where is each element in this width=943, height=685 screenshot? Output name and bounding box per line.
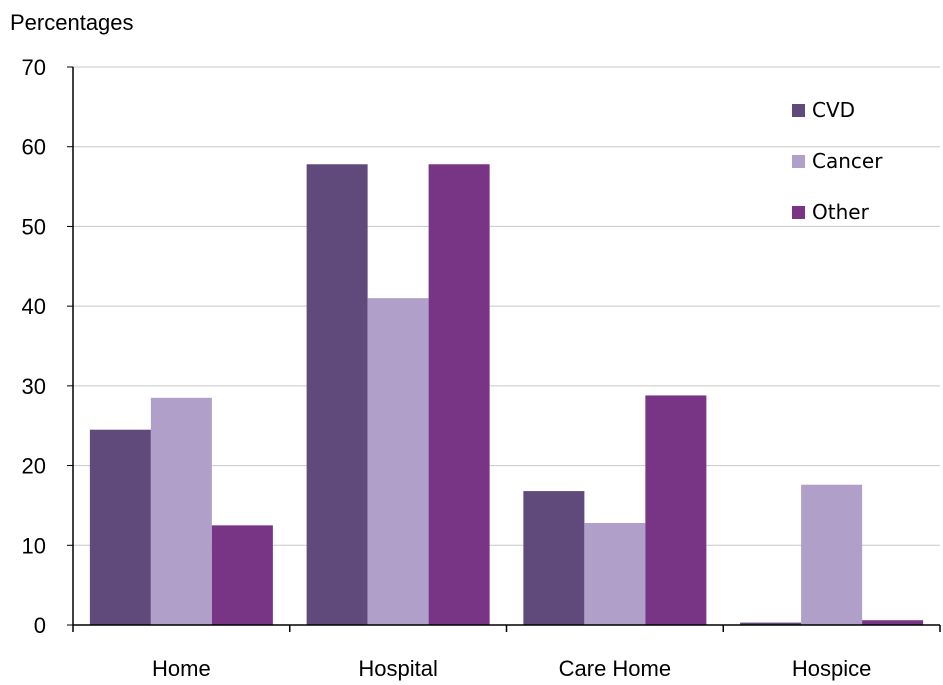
legend: CVD Cancer Other xyxy=(792,98,883,224)
x-tick-label: Care Home xyxy=(559,656,671,681)
bar-cancer-hospital xyxy=(367,298,429,625)
legend-swatch-other xyxy=(792,206,805,219)
y-tick-label: 20 xyxy=(22,454,46,479)
bar-cancer-home xyxy=(150,397,212,625)
legend-label-other: Other xyxy=(812,200,870,224)
y-tick-label: 70 xyxy=(22,55,46,80)
x-tick-label: Hospital xyxy=(358,656,437,681)
bar-cancer-care-home xyxy=(584,522,646,625)
y-tick-label: 60 xyxy=(22,135,46,160)
y-axis-ticks: 0 10 20 30 40 50 60 70 xyxy=(22,55,73,638)
axes xyxy=(72,67,941,632)
x-tick-label: Hospice xyxy=(792,656,871,681)
bar-other-home xyxy=(211,525,273,625)
bar-other-care-home xyxy=(645,395,707,625)
bar-other-hospice xyxy=(862,620,924,625)
bar-cvd-hospice xyxy=(740,622,802,625)
bar-cvd-hospital xyxy=(306,164,368,625)
legend-swatch-cvd xyxy=(792,104,805,117)
bar-cancer-hospice xyxy=(801,484,863,625)
gridlines xyxy=(73,66,940,546)
bar-cvd-care-home xyxy=(523,491,585,625)
x-axis-labels: Home Hospital Care Home Hospice xyxy=(152,656,871,681)
bar-other-hospital xyxy=(428,164,490,625)
legend-label-cvd: CVD xyxy=(812,98,855,122)
bars xyxy=(89,164,924,625)
y-axis-title: Percentages xyxy=(10,10,134,35)
y-tick-label: 30 xyxy=(22,374,46,399)
x-tick-label: Home xyxy=(152,656,211,681)
y-tick-label: 40 xyxy=(22,294,46,319)
legend-swatch-cancer xyxy=(792,155,805,168)
bar-cvd-home xyxy=(89,429,151,625)
y-tick-label: 0 xyxy=(34,613,46,638)
legend-label-cancer: Cancer xyxy=(812,149,883,173)
y-tick-label: 50 xyxy=(22,214,46,239)
y-tick-label: 10 xyxy=(22,533,46,558)
